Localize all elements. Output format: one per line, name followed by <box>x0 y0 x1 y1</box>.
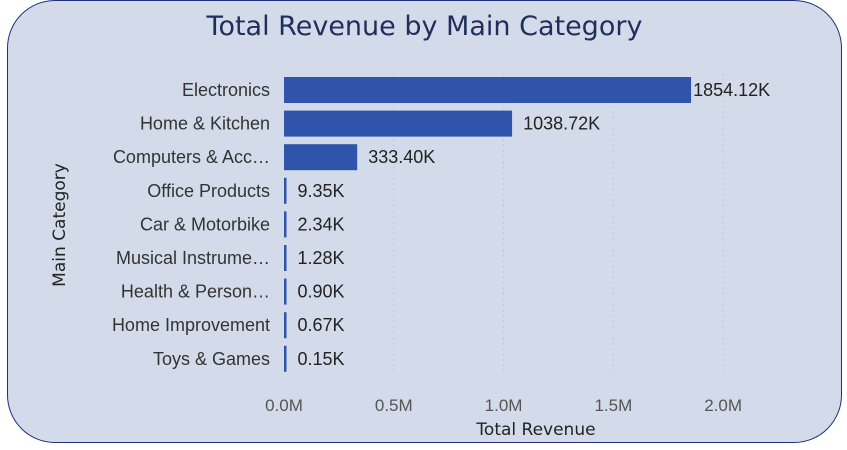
value-labels: 1854.12K 1038.72K 333.40K 9.35K 2.34K 1.28K 0.… <box>298 80 771 369</box>
value-label: 0.90K <box>298 282 345 302</box>
value-label: 9.35K <box>298 181 345 201</box>
value-label: 1.28K <box>298 248 345 268</box>
x-tick-label: 1.5M <box>594 396 632 415</box>
value-label: 2.34K <box>298 214 345 234</box>
bars <box>284 77 692 372</box>
category-label: Health & Person… <box>121 282 270 302</box>
category-label: Computers & Acc… <box>113 147 270 167</box>
bar <box>284 110 513 137</box>
x-tick-labels: 0.0M 0.5M 1.0M 1.5M 2.0M <box>265 396 742 415</box>
bar <box>284 77 692 103</box>
bar <box>284 278 287 305</box>
bar <box>284 345 287 372</box>
category-label: Electronics <box>182 80 270 100</box>
value-label: 0.67K <box>298 315 345 335</box>
chart-card: Total Revenue by Main Category Electroni… <box>7 0 842 443</box>
bar <box>284 211 287 238</box>
category-label: Car & Motorbike <box>140 214 270 234</box>
category-label: Toys & Games <box>153 349 270 369</box>
y-axis-title: Main Category <box>50 163 70 287</box>
x-axis-title: Total Revenue <box>475 420 595 440</box>
x-tick-label: 1.0M <box>485 396 523 415</box>
bar <box>284 144 358 171</box>
value-label: 1038.72K <box>523 114 600 134</box>
bar <box>284 245 287 271</box>
category-label: Home Improvement <box>112 315 270 335</box>
category-label: Home & Kitchen <box>140 114 270 134</box>
x-tick-label: 0.5M <box>375 396 413 415</box>
category-label: Musical Instrume… <box>116 248 270 268</box>
chart-title: Total Revenue by Main Category <box>206 11 643 42</box>
value-label: 1854.12K <box>693 80 770 100</box>
value-label: 333.40K <box>368 147 435 167</box>
category-label: Office Products <box>147 181 270 201</box>
bar-chart: Electronics Home & Kitchen Computers & Acc… <box>50 73 771 440</box>
x-tick-label: 0.0M <box>265 396 303 415</box>
x-tick-label: 2.0M <box>704 396 742 415</box>
bar <box>284 312 287 339</box>
bar <box>284 177 287 204</box>
category-labels: Electronics Home & Kitchen Computers & Acc… <box>112 80 270 369</box>
value-label: 0.15K <box>298 349 345 369</box>
